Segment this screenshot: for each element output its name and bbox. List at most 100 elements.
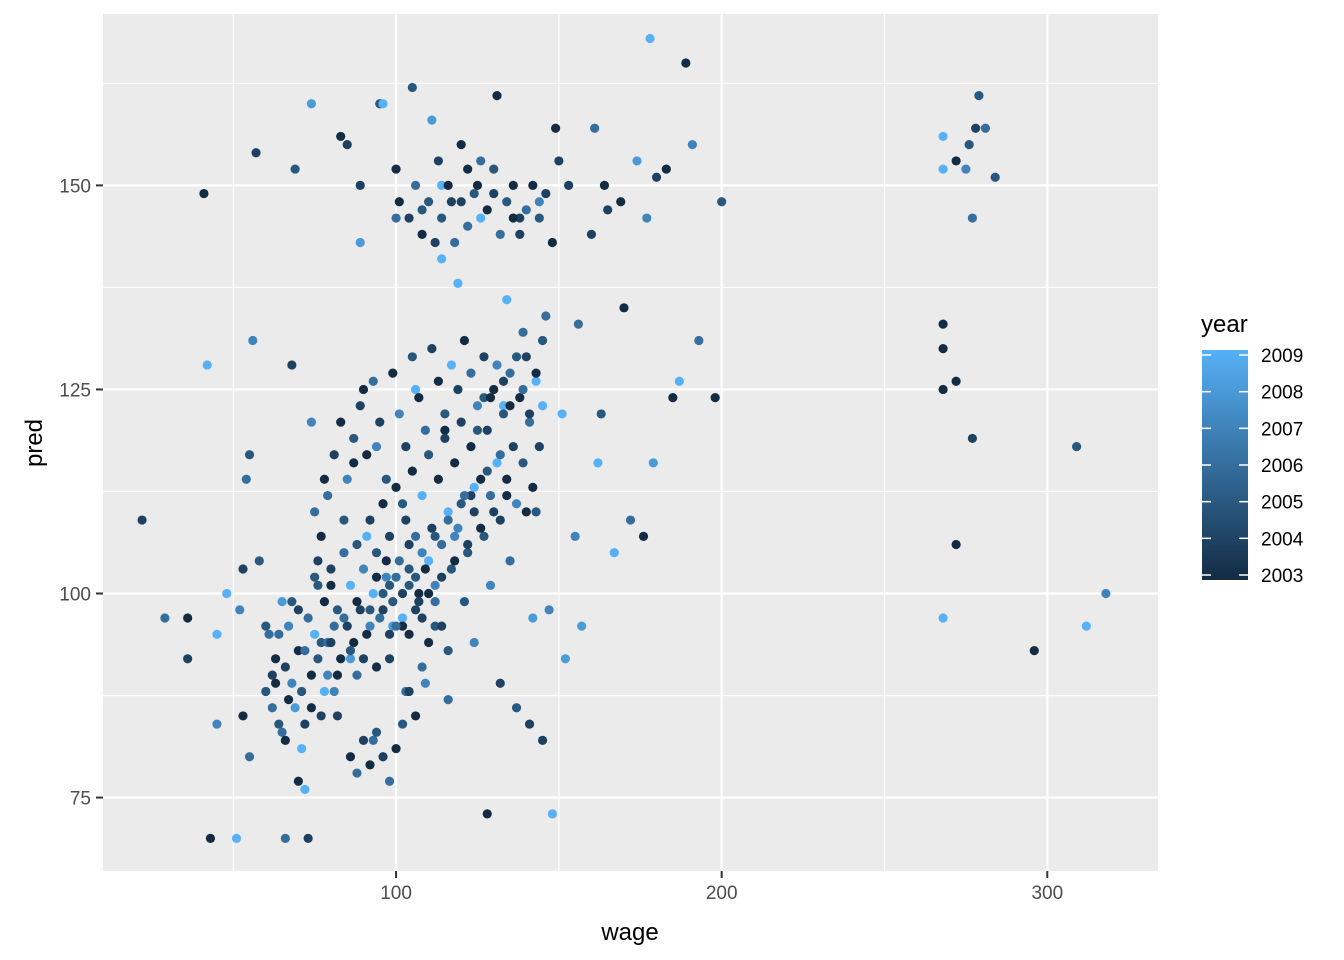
data-point (443, 180, 453, 190)
data-point (642, 213, 652, 223)
data-point (384, 531, 395, 541)
data-point (397, 719, 408, 729)
data-point (524, 409, 535, 419)
data-point (300, 784, 310, 794)
data-point (443, 515, 453, 525)
data-point (437, 213, 447, 223)
data-point (440, 425, 450, 435)
data-point (577, 621, 587, 631)
data-point (368, 588, 378, 599)
data-point (472, 401, 483, 411)
data-point (551, 123, 561, 133)
data-point (508, 213, 518, 223)
data-point (495, 229, 505, 239)
data-point (427, 344, 437, 354)
data-point (638, 531, 649, 541)
data-point (951, 156, 961, 166)
data-point (319, 474, 330, 484)
data-point (313, 556, 323, 566)
data-point (384, 629, 395, 639)
data-point (394, 556, 404, 566)
data-point (489, 507, 499, 517)
data-point (306, 99, 316, 109)
data-point (417, 613, 427, 623)
data-point (365, 515, 375, 525)
data-point (437, 254, 447, 264)
data-point (284, 695, 294, 705)
data-point (420, 425, 430, 435)
data-point (424, 197, 434, 207)
data-point (371, 548, 382, 558)
data-point (270, 654, 281, 664)
data-point (362, 629, 372, 639)
data-point (521, 205, 531, 215)
data-point (502, 197, 512, 207)
data-point (410, 531, 421, 541)
data-point (391, 743, 401, 754)
data-point (619, 303, 629, 313)
data-point (485, 490, 496, 501)
data-point (290, 703, 300, 713)
data-point (476, 213, 486, 223)
data-point (964, 139, 974, 150)
legend-label: 2003 (1261, 566, 1303, 587)
legend-title: year (1201, 311, 1248, 338)
data-point (378, 588, 388, 599)
data-point (534, 441, 544, 452)
data-point (547, 809, 557, 819)
data-point (410, 384, 421, 395)
data-point (332, 605, 343, 615)
data-point (599, 180, 610, 190)
data-point (528, 613, 538, 623)
data-point (489, 384, 499, 395)
data-point (541, 188, 551, 199)
data-point (306, 670, 316, 680)
data-point (456, 499, 466, 509)
data-point (446, 197, 457, 207)
data-point (511, 703, 522, 713)
data-point (345, 752, 356, 762)
data-point (397, 613, 408, 623)
data-point (397, 588, 408, 599)
data-point (345, 580, 356, 590)
data-point (319, 597, 330, 607)
data-point (482, 466, 492, 476)
data-point (440, 433, 450, 444)
data-point (437, 180, 447, 190)
data-point (498, 409, 509, 419)
data-point (319, 686, 330, 697)
data-point (430, 531, 440, 541)
data-point (378, 499, 388, 509)
data-point (476, 156, 486, 166)
data-point (303, 833, 313, 843)
data-point (332, 711, 343, 721)
legend-label: 2008 (1261, 383, 1303, 404)
data-point (287, 678, 297, 688)
data-point (1101, 588, 1111, 599)
data-point (342, 474, 352, 484)
data-point (378, 99, 388, 109)
data-point (590, 123, 600, 133)
data-point (668, 393, 678, 403)
data-point (531, 376, 541, 386)
data-point (381, 556, 391, 566)
data-points (137, 33, 1111, 843)
data-point (355, 180, 365, 190)
data-point (391, 164, 401, 174)
data-point (323, 670, 333, 680)
data-point (336, 131, 346, 142)
data-point (586, 229, 597, 239)
data-point (456, 139, 466, 150)
data-point (472, 425, 483, 435)
data-point (183, 654, 193, 664)
data-point (537, 401, 548, 411)
data-point (466, 441, 476, 452)
data-point (469, 482, 479, 492)
data-point (404, 580, 414, 590)
data-point (300, 719, 310, 729)
data-point (280, 833, 290, 843)
data-point (310, 507, 320, 517)
data-point (450, 531, 460, 541)
data-point (378, 752, 388, 762)
data-point (495, 450, 505, 460)
